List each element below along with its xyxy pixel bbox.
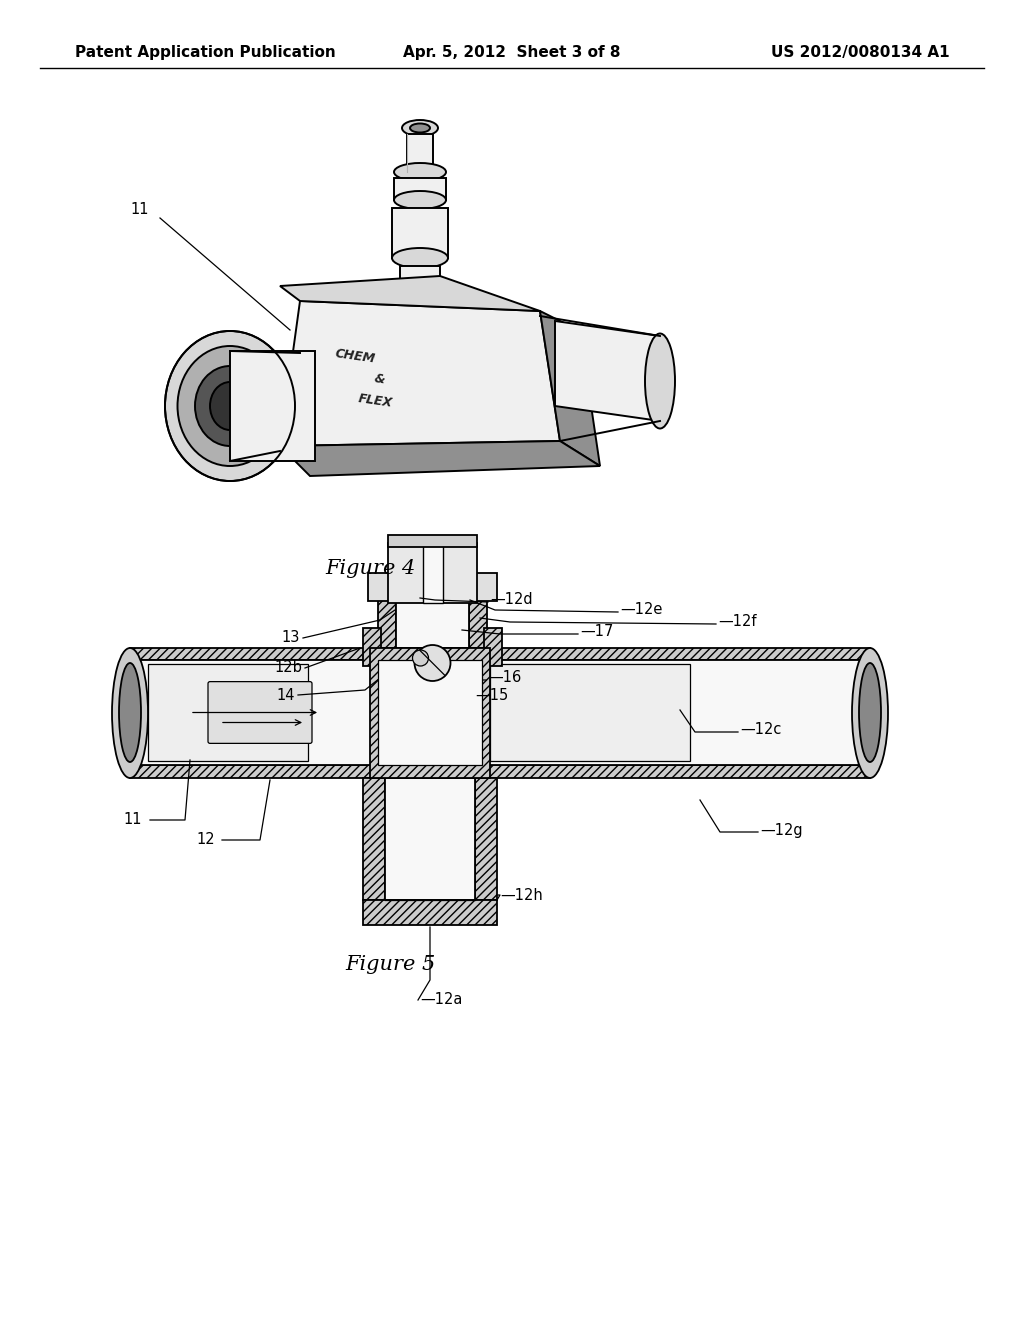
Text: —12d: —12d	[490, 593, 532, 607]
Bar	[362, 900, 497, 925]
Polygon shape	[280, 441, 600, 477]
Bar	[130, 766, 870, 777]
Polygon shape	[280, 301, 560, 446]
Bar	[484, 628, 502, 667]
Bar	[388, 543, 477, 603]
Text: 11: 11	[124, 813, 142, 828]
Text: Patent Application Publication: Patent Application Publication	[75, 45, 336, 59]
Ellipse shape	[177, 346, 283, 466]
Ellipse shape	[195, 366, 265, 446]
Text: —12e: —12e	[620, 602, 663, 618]
Bar	[407, 135, 433, 172]
Text: US 2012/0080134 A1: US 2012/0080134 A1	[771, 45, 950, 59]
Ellipse shape	[859, 663, 881, 762]
Ellipse shape	[410, 124, 430, 132]
Text: —12f: —12f	[718, 615, 757, 630]
Text: —17: —17	[580, 624, 613, 639]
Text: &: &	[374, 372, 386, 387]
Text: Figure 4: Figure 4	[325, 558, 415, 578]
Text: —12h: —12h	[500, 887, 543, 903]
Bar	[148, 664, 308, 762]
Bar	[392, 209, 449, 257]
Ellipse shape	[402, 120, 438, 136]
Text: 12b: 12b	[274, 660, 302, 676]
Ellipse shape	[112, 648, 148, 777]
Ellipse shape	[852, 648, 888, 777]
Bar	[370, 648, 490, 777]
Text: —12g: —12g	[760, 822, 803, 837]
Text: 14: 14	[276, 688, 295, 702]
Bar	[475, 777, 497, 900]
Text: Apr. 5, 2012  Sheet 3 of 8: Apr. 5, 2012 Sheet 3 of 8	[403, 45, 621, 59]
Text: —16: —16	[488, 671, 521, 685]
Text: 13: 13	[282, 631, 300, 645]
Ellipse shape	[392, 248, 449, 268]
Text: CHEM: CHEM	[334, 347, 376, 366]
Bar	[394, 178, 446, 201]
Bar	[388, 535, 477, 546]
Text: —12c: —12c	[740, 722, 781, 738]
FancyBboxPatch shape	[208, 681, 312, 743]
Bar	[130, 648, 870, 660]
Ellipse shape	[394, 162, 446, 181]
Circle shape	[415, 645, 451, 681]
Text: Figure 5: Figure 5	[345, 956, 435, 974]
Bar	[490, 664, 690, 762]
Text: —15: —15	[475, 689, 508, 704]
Text: 11: 11	[131, 202, 150, 218]
Text: 12: 12	[197, 833, 215, 847]
Polygon shape	[555, 321, 660, 421]
Bar	[469, 573, 497, 601]
Bar	[469, 598, 487, 648]
Bar	[378, 598, 396, 648]
Bar	[396, 598, 469, 648]
Bar	[230, 351, 315, 461]
Bar	[130, 660, 870, 766]
Ellipse shape	[119, 663, 141, 762]
Polygon shape	[540, 312, 600, 466]
Bar	[385, 777, 475, 900]
Circle shape	[413, 649, 428, 667]
Polygon shape	[280, 276, 540, 312]
Text: FLEX: FLEX	[357, 392, 393, 409]
Text: —12a: —12a	[420, 993, 463, 1007]
Bar	[400, 267, 440, 301]
Bar	[362, 777, 385, 900]
Ellipse shape	[394, 191, 446, 209]
Bar	[423, 543, 442, 603]
Bar	[378, 660, 482, 766]
Ellipse shape	[210, 381, 250, 430]
Bar	[368, 573, 396, 601]
Ellipse shape	[165, 331, 295, 480]
Bar	[362, 628, 381, 667]
Ellipse shape	[645, 334, 675, 429]
